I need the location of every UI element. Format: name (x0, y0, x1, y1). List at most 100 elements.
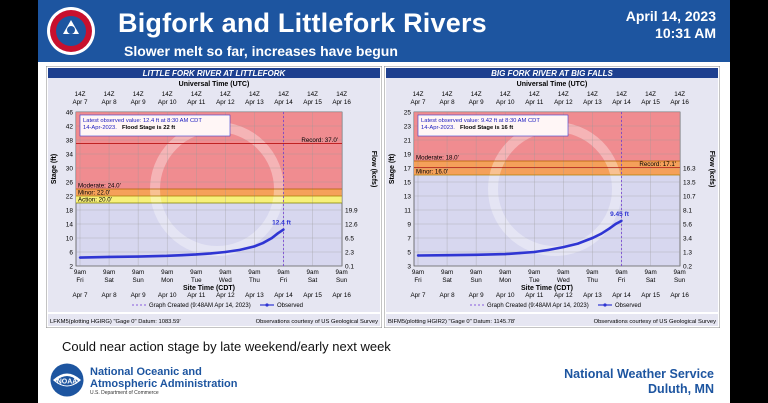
y2-axis-title: Flow (kcfs) (370, 151, 377, 188)
bottom-tick-day: Sat (646, 277, 656, 284)
top-tick-time: 14Z (529, 91, 540, 98)
bottom-tick-date: Apr 15 (303, 292, 322, 299)
observed-point (282, 228, 285, 231)
bottom-tick-day: Wed (219, 277, 232, 284)
bottom-tick-day: Tue (191, 277, 202, 284)
noaa-logo-icon: NOAA (50, 363, 84, 397)
bottom-tick-date: Apr 7 (72, 292, 88, 299)
y-tick-label: 30 (66, 166, 74, 173)
bottom-tick-day: Fri (76, 277, 83, 284)
y-tick-label: 6 (69, 250, 73, 257)
observed-point (562, 245, 565, 249)
top-tick-date: Apr 14 (612, 99, 631, 106)
bottom-tick-day: Fri (618, 277, 625, 284)
top-tick-time: 14Z (336, 91, 347, 98)
legend-observed-label: Observed (615, 303, 641, 309)
y-tick-label: 26 (66, 180, 74, 187)
y-tick-label: 19 (404, 152, 412, 159)
y-tick-label: 11 (404, 208, 411, 215)
top-tick-date: Apr 12 (554, 99, 573, 106)
top-tick-time: 14Z (442, 91, 453, 98)
observed-point (166, 254, 169, 258)
bottom-tick-date: Apr 8 (102, 292, 118, 299)
bottom-tick-time: 9am (277, 269, 289, 276)
bottom-tick-time: 9am (248, 269, 260, 276)
top-tick-time: 14Z (616, 91, 627, 98)
top-tick-date: Apr 11 (525, 99, 544, 106)
bottom-tick-time: 9am (306, 269, 318, 276)
panel-title-bar (386, 68, 718, 78)
observed-point (474, 253, 478, 256)
flood-stage-note: Flood Stage is 22 ft (122, 125, 175, 131)
top-tick-date: Apr 9 (131, 99, 147, 106)
bottom-tick-day: Sun (336, 277, 348, 284)
panel-title: BIG FORK RIVER AT BIG FALLS (491, 69, 613, 78)
top-tick-date: Apr 7 (72, 99, 88, 106)
y2-tick-label: 0.2 (683, 264, 692, 271)
observed-point (576, 242, 580, 245)
top-tick-date: Apr 9 (469, 99, 485, 106)
bottom-tick-date: Apr 14 (274, 292, 293, 299)
y-tick-label: 23 (404, 124, 412, 131)
y-tick-label: 25 (404, 110, 412, 117)
top-tick-date: Apr 7 (410, 99, 426, 106)
observed-point (416, 254, 420, 257)
observed-point (195, 253, 198, 256)
bottom-tick-time: 9am (615, 269, 627, 276)
page-title: Bigfork and Littlefork Rivers (118, 8, 487, 38)
bottom-tick-date: Apr 15 (641, 292, 660, 299)
forecast-note: Could near action stage by late weekend/… (62, 339, 391, 354)
bottom-tick-time: 9am (441, 269, 453, 276)
legend-graph-label: Graph Created (9:48AM Apr 14, 2023) (487, 303, 589, 309)
observed-point (533, 250, 536, 254)
top-axis-title: Universal Time (UTC) (179, 81, 250, 88)
top-tick-date: Apr 13 (583, 99, 602, 106)
top-tick-time: 14Z (674, 91, 685, 98)
y-tick-label: 18 (66, 208, 74, 215)
bottom-tick-day: Fri (414, 277, 421, 284)
panel-title-bar (48, 68, 380, 78)
y2-tick-label: 13.5 (683, 180, 696, 187)
bottom-tick-date: Apr 9 (469, 292, 485, 299)
action-band (76, 196, 342, 203)
chart-svg: BIG FORK RIVER AT BIG FALLS Universal Tim… (383, 65, 721, 329)
y2-tick-label: 10.7 (683, 194, 696, 201)
bottom-tick-day: Wed (557, 277, 570, 284)
y-tick-label: 17 (404, 166, 412, 173)
y-axis-title: Stage (ft) (51, 154, 58, 184)
top-tick-time: 14Z (278, 91, 289, 98)
time-text: 10:31 AM (655, 25, 716, 41)
top-tick-date: Apr 14 (274, 99, 293, 106)
moderate-band (76, 189, 342, 196)
top-tick-date: Apr 16 (332, 99, 351, 106)
bottom-tick-date: Apr 12 (216, 292, 235, 299)
y2-tick-label: 3.4 (683, 236, 692, 243)
top-tick-date: Apr 8 (102, 99, 118, 106)
top-tick-time: 14Z (307, 91, 318, 98)
top-tick-date: Apr 10 (158, 99, 177, 106)
bottom-tick-day: Sun (471, 277, 483, 284)
latest-value-line1: Latest observed value: 12.4 ft at 8:30 A… (83, 118, 202, 124)
y-tick-label: 2 (69, 264, 73, 271)
bottom-tick-time: 9am (74, 269, 86, 276)
observed-point (238, 248, 242, 252)
panel-footer (48, 314, 380, 326)
bottom-tick-time: 9am (470, 269, 482, 276)
y2-tick-label: 0.1 (345, 264, 354, 271)
latest-value-box (417, 114, 569, 137)
record-label: Record: 17.1' (639, 161, 676, 168)
y2-tick-label: 2.3 (345, 250, 354, 257)
y-tick-label: 46 (66, 110, 74, 117)
bottom-tick-date: Apr 9 (131, 292, 147, 299)
bottom-tick-day: Sun (674, 277, 686, 284)
top-tick-time: 14Z (133, 91, 144, 98)
top-tick-time: 14Z (104, 91, 115, 98)
bottom-tick-time: 9am (674, 269, 686, 276)
bottom-tick-time: 9am (499, 269, 511, 276)
slide: Bigfork and Littlefork Rivers Slower mel… (38, 0, 730, 403)
bottom-tick-date: Apr 16 (670, 292, 689, 299)
y-tick-label: 34 (66, 152, 74, 159)
bottom-tick-time: 9am (586, 269, 598, 276)
latest-value-line2: 14-Apr-2023. (421, 125, 455, 131)
bottom-tick-date: Apr 13 (245, 292, 264, 299)
